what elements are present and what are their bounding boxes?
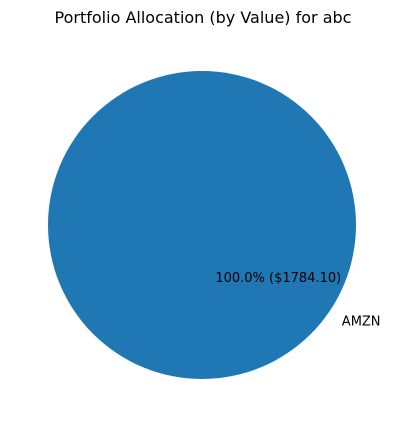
- pie-slice-amzn: [48, 71, 356, 379]
- chart-title: Portfolio Allocation (by Value) for abc: [55, 8, 352, 27]
- slice-percent-label-amzn: 100.0% ($1784.10): [215, 271, 341, 286]
- slice-label-amzn: AMZN: [342, 315, 381, 330]
- pie-slices: [48, 71, 356, 379]
- pie-labels: AMZN 100.0% ($1784.10): [215, 271, 380, 329]
